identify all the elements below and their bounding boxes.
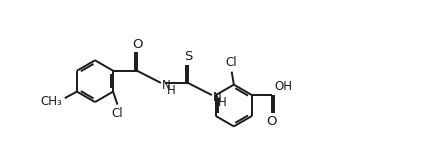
Text: H: H [218,96,227,109]
Text: S: S [184,50,192,63]
Text: Cl: Cl [112,107,123,120]
Text: O: O [132,38,142,51]
Text: N: N [162,79,171,92]
Text: H: H [167,84,176,97]
Text: Cl: Cl [226,56,237,69]
Text: OH: OH [274,80,292,93]
Text: N: N [213,91,222,104]
Text: CH₃: CH₃ [41,95,63,108]
Text: O: O [266,115,277,128]
